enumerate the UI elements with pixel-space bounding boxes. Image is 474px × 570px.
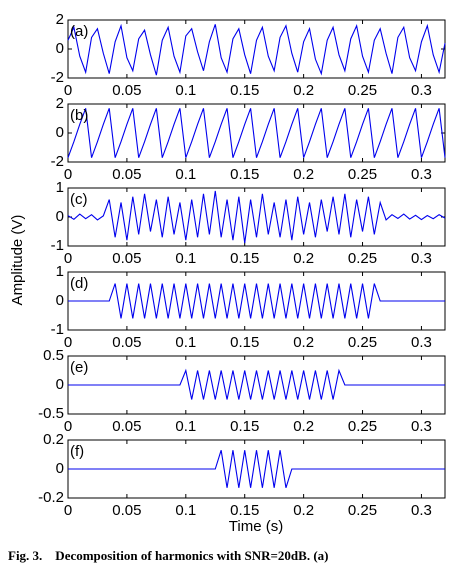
y-tick-label: 0.5 [43,347,64,364]
x-tick-label: 0.15 [230,334,259,351]
x-tick-label: 0.05 [112,502,141,519]
x-tick-label: 0.25 [348,334,377,351]
x-tick-label: 0.25 [348,418,377,435]
y-tick-label: 2 [56,95,64,112]
x-tick-label: 0.3 [411,82,432,99]
y-tick-label: -2 [51,153,64,170]
panel-label: (a) [70,23,88,40]
plot-frame [67,19,446,79]
y-tick-label: 0.2 [43,431,64,448]
x-tick-label: 0.25 [348,250,377,267]
x-tick-label: 0.2 [293,418,314,435]
x-tick-label: 0.1 [175,250,196,267]
y-tick-label: -0.5 [38,405,64,422]
x-axis-label: Time (s) [229,518,283,535]
y-tick-label: 0 [56,208,64,225]
x-tick-label: 0.1 [175,166,196,183]
signal-line [67,190,446,244]
x-tick-label: 0.15 [230,166,259,183]
panel-label: (b) [70,107,88,124]
x-tick-label: 0.15 [230,502,259,519]
x-tick-label: 0.1 [175,334,196,351]
y-tick-label: 0 [56,124,64,141]
x-tick-label: 0.05 [112,418,141,435]
x-tick-label: 0.05 [112,82,141,99]
panel-label: (c) [70,191,88,208]
x-tick-label: 0 [64,166,72,183]
x-tick-label: 0.05 [112,166,141,183]
signal-line [68,368,445,400]
x-tick-label: 0.2 [293,502,314,519]
y-tick-label: 2 [56,11,64,28]
signal-line [68,283,445,319]
y-tick-label: 1 [56,263,64,280]
y-tick-label: -2 [51,69,64,86]
x-tick-label: 0.15 [230,418,259,435]
x-tick-label: 0.2 [293,166,314,183]
y-tick-label: 0 [56,376,64,393]
x-tick-label: 0 [64,250,72,267]
y-tick-label: 0 [56,40,64,57]
y-tick-label: -1 [51,237,64,254]
x-tick-label: 0.2 [293,334,314,351]
x-tick-label: 0 [64,502,72,519]
y-tick-label: 1 [56,179,64,196]
x-tick-label: 0.3 [411,166,432,183]
x-tick-label: 0 [64,334,72,351]
y-tick-label: 0 [56,460,64,477]
x-tick-label: 0.25 [348,82,377,99]
x-tick-label: 0.15 [230,250,259,267]
x-tick-label: 0.1 [175,502,196,519]
x-tick-label: 0 [64,82,72,99]
y-tick-label: -0.2 [38,489,64,506]
x-tick-label: 0.05 [112,334,141,351]
x-tick-label: 0.3 [411,334,432,351]
x-tick-label: 0.15 [230,82,259,99]
panel-label: (f) [70,443,84,460]
y-tick-label: 0 [56,292,64,309]
panel-label: (e) [70,359,88,376]
signal-line [68,449,445,489]
signal-line [67,23,446,76]
signal-line [67,108,446,158]
x-tick-label: 0.2 [293,250,314,267]
y-tick-label: -1 [51,321,64,338]
x-tick-label: 0.3 [411,418,432,435]
x-tick-label: 0.1 [175,418,196,435]
panel-label: (d) [70,275,88,292]
x-tick-label: 0.3 [411,250,432,267]
x-tick-label: 0.25 [348,502,377,519]
x-tick-label: 0 [64,418,72,435]
x-tick-label: 0.25 [348,166,377,183]
y-axis-label: Amplitude (V) [9,215,26,306]
x-tick-label: 0.2 [293,82,314,99]
x-tick-label: 0.3 [411,502,432,519]
x-tick-label: 0.05 [112,250,141,267]
x-tick-label: 0.1 [175,82,196,99]
caption: Fig. 3. Decomposition of harmonics with … [8,548,329,563]
